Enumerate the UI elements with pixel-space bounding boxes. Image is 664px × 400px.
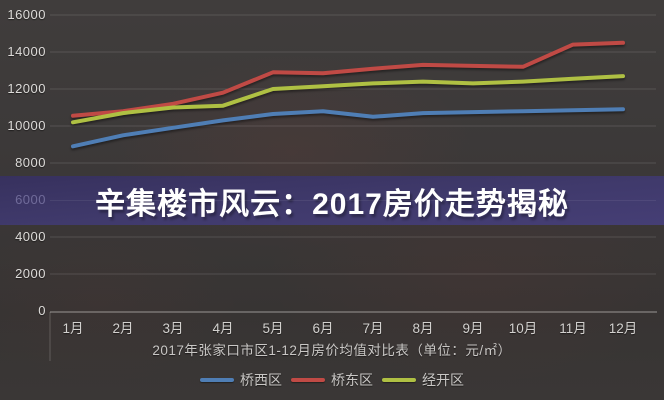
- xtick-label-3: 3月: [162, 321, 184, 336]
- legend-label: 桥西区: [240, 372, 282, 388]
- xtick-label-12: 12月: [608, 321, 638, 336]
- xtick-label-10: 10月: [508, 321, 538, 336]
- ylabel-6000-faded: 6000: [15, 192, 46, 207]
- ytick-label-2000: 2000: [15, 266, 46, 281]
- ytick-label-12000: 12000: [7, 81, 46, 96]
- xtick-label-6: 6月: [312, 321, 334, 336]
- legend-item-2: 经开区: [382, 370, 464, 390]
- legend-label: 桥东区: [331, 372, 373, 388]
- xtick-label-5: 5月: [262, 321, 284, 336]
- ytick-label-10000: 10000: [7, 118, 46, 133]
- legend-item-1: 桥东区: [291, 370, 373, 390]
- page-title: 辛集楼市风云：2017房价走势揭秘: [95, 187, 569, 221]
- legend-swatch-icon: [291, 377, 325, 383]
- series-line-0: [71, 107, 625, 149]
- chart-legend: 桥西区 桥东区 经开区: [0, 369, 664, 391]
- xtick-label-1: 1月: [62, 321, 84, 336]
- legend-swatch-icon: [200, 377, 234, 383]
- xtick-label-4: 4月: [212, 321, 234, 336]
- xtick-label-11: 11月: [559, 321, 587, 336]
- xtick-label-8: 8月: [412, 321, 434, 336]
- legend-item-0: 桥西区: [200, 370, 282, 390]
- legend-swatch-icon: [382, 377, 416, 383]
- xtick-label-2: 2月: [112, 321, 134, 336]
- xtick-label-9: 9月: [462, 321, 484, 336]
- ytick-label-8000: 8000: [15, 155, 46, 170]
- xtick-label-7: 7月: [362, 321, 384, 336]
- legend-label: 经开区: [422, 372, 464, 388]
- ytick-label-4000: 4000: [15, 229, 46, 244]
- ytick-label-0: 0: [38, 303, 46, 318]
- chart-caption: 2017年张家口市区1-12月房价均值对比表（单位：元/㎡）: [152, 343, 512, 358]
- series-line-2: [71, 74, 625, 125]
- banner-faint-gridline: [50, 200, 656, 201]
- title-banner: 6000 辛集楼市风云：2017房价走势揭秘: [0, 176, 664, 225]
- ytick-label-16000: 16000: [7, 7, 46, 22]
- series-line-1: [71, 40, 625, 118]
- ytick-label-14000: 14000: [7, 44, 46, 59]
